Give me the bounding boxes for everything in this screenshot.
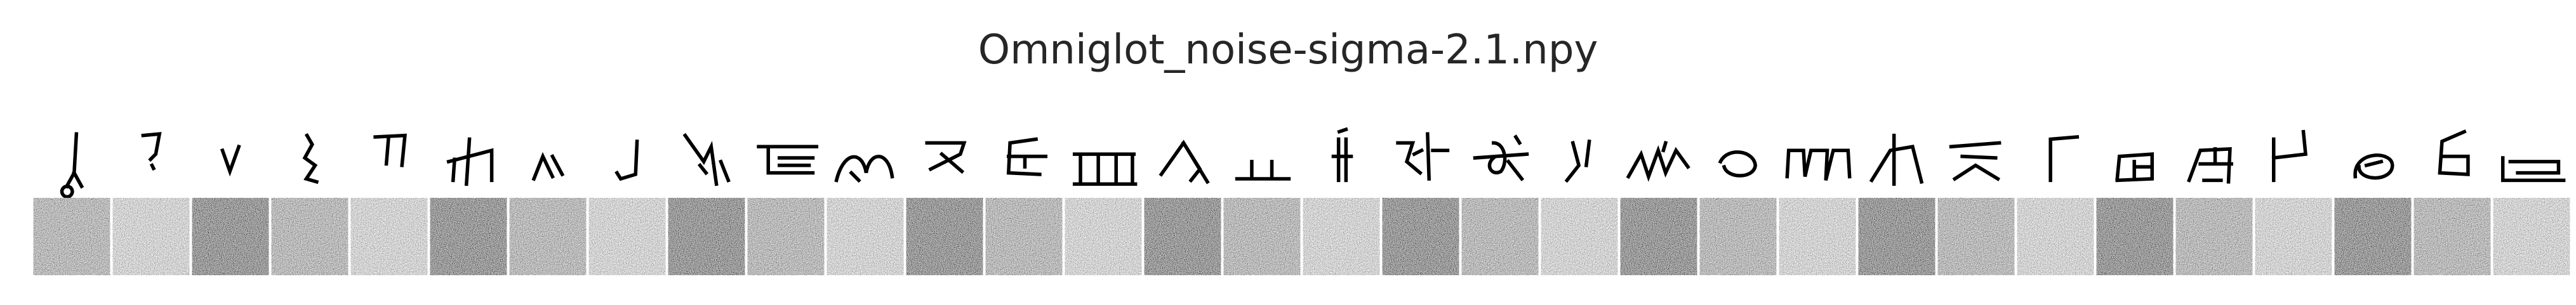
character-glyph: [1333, 129, 1351, 180]
character-glyph: [449, 140, 492, 185]
noisy-character-cell: [271, 198, 349, 275]
noisy-character-cell: [2096, 198, 2174, 275]
noisy-character-row: [33, 198, 2570, 275]
figure-title: Omniglot_noise-sigma-2.1.npy: [978, 27, 1598, 74]
noisy-character-cell: [509, 198, 587, 275]
noisy-character-cell: [985, 198, 1063, 275]
character-glyph: [1398, 134, 1447, 179]
character-glyph: [2117, 154, 2152, 180]
character-glyph: [837, 157, 893, 181]
character-glyph: [685, 136, 728, 185]
character-glyph: [143, 134, 159, 168]
noisy-character-cell: [2493, 198, 2570, 275]
noisy-character-cell: [2017, 198, 2094, 275]
character-glyph: [375, 136, 405, 165]
character-glyph: [1237, 162, 1289, 179]
character-glyph: [2189, 149, 2232, 182]
character-glyph: [1161, 143, 1207, 181]
character-glyph: [759, 146, 816, 172]
character-glyph: [305, 136, 317, 182]
character-glyph: [1567, 141, 1589, 180]
noisy-character-cell: [1620, 198, 1697, 275]
noisy-character-cell: [112, 198, 190, 275]
character-glyph: [1951, 143, 2000, 179]
noisy-character-cell: [827, 198, 904, 275]
noisy-character-cell: [2175, 198, 2253, 275]
noisy-character-cell: [430, 198, 507, 275]
noisy-character-cell: [1779, 198, 1856, 275]
noisy-character-cell: [1541, 198, 1618, 275]
character-glyph: [927, 143, 964, 171]
character-glyph: [2274, 132, 2306, 181]
character-glyph: [1628, 143, 1688, 176]
noisy-character-cell: [1223, 198, 1301, 275]
noisy-character-cell: [2334, 198, 2412, 275]
character-glyph: [617, 141, 637, 179]
noisy-character-cell: [588, 198, 666, 275]
noisy-character-cell: [1699, 198, 1777, 275]
noisy-character-cell: [1303, 198, 1380, 275]
character-glyph: [1787, 150, 1849, 180]
noisy-character-cell: [747, 198, 825, 275]
character-glyph: [1009, 140, 1046, 174]
noisy-character-cell: [1858, 198, 1935, 275]
noisy-character-cell: [2413, 198, 2491, 275]
character-glyph: [1720, 152, 1755, 176]
character-glyph: [534, 157, 562, 179]
clean-character-row: [62, 129, 2564, 197]
noisy-character-cell: [1461, 198, 1539, 275]
character-glyph: [2440, 132, 2467, 174]
character-glyph: [62, 134, 82, 197]
noisy-character-cell: [1937, 198, 2015, 275]
noisy-character-cell: [906, 198, 983, 275]
noisy-character-cell: [1065, 198, 1142, 275]
noisy-character-cell: [1382, 198, 1459, 275]
character-glyph: [1475, 137, 1527, 179]
character-glyph: [2503, 158, 2564, 180]
noisy-character-cell: [350, 198, 428, 275]
character-glyph: [222, 146, 239, 171]
character-glyph: [1075, 154, 1136, 184]
noisy-character-cell: [192, 198, 269, 275]
character-glyph: [2355, 155, 2393, 178]
noisy-character-cell: [33, 198, 110, 275]
noisy-character-cell: [668, 198, 745, 275]
noisy-character-cell: [2255, 198, 2332, 275]
noisy-character-cell: [1144, 198, 1221, 275]
character-glyph: [1872, 136, 1922, 185]
character-glyph: [2050, 137, 2077, 180]
